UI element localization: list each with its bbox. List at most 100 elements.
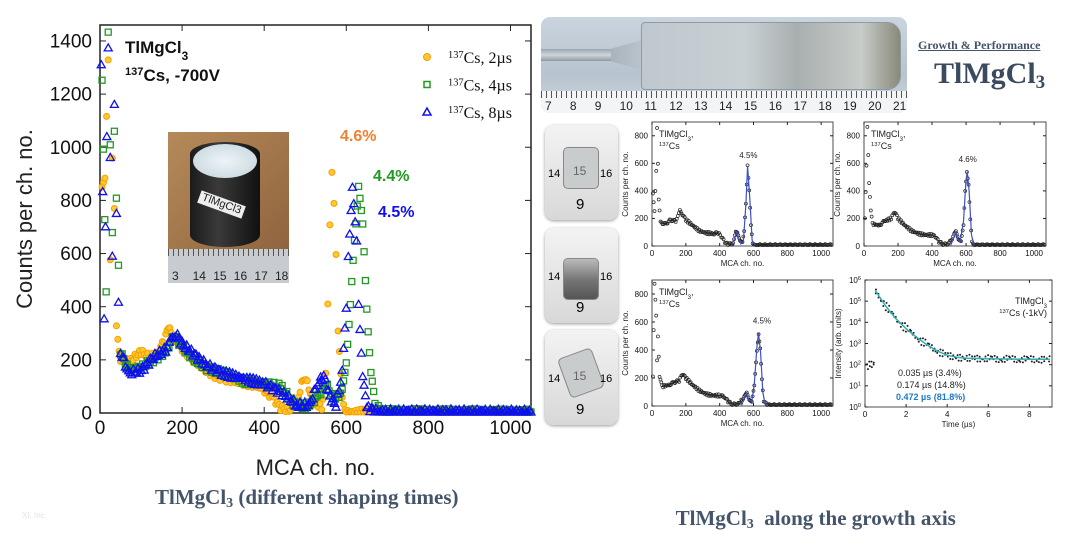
- data-point: [1023, 355, 1026, 358]
- data-point: [899, 325, 902, 328]
- data-point: [1015, 361, 1018, 364]
- data-point: [1019, 360, 1022, 363]
- ruler-number: 12: [669, 99, 683, 113]
- data-point: [1043, 360, 1046, 363]
- data-point: [949, 357, 952, 360]
- data-point: [654, 313, 659, 318]
- data-point: [726, 400, 730, 405]
- fit-line: [741, 333, 766, 406]
- x-axis-label: MCA ch. no.: [721, 419, 765, 428]
- x-tick-label: 1000: [812, 249, 830, 258]
- data-point-8us: [265, 379, 276, 389]
- data-point: [888, 304, 891, 307]
- data-point-8us: [208, 362, 219, 372]
- data-point: [927, 232, 931, 236]
- crystal-ruler-right: 16: [600, 271, 613, 283]
- x-axis-label: MCA ch. no.: [933, 259, 977, 268]
- data-point: [930, 344, 933, 347]
- data-point-8us: [107, 250, 118, 260]
- decay-component-label: 0.035 µs (3.4%): [898, 368, 962, 378]
- resolution-label: 4.5%: [378, 204, 414, 221]
- y-tick-label: 200: [60, 350, 92, 371]
- data-point: [738, 400, 743, 405]
- label-text: Cs: [881, 141, 892, 151]
- data-point: [872, 361, 875, 364]
- y-tick-label: 400: [847, 187, 861, 196]
- data-point: [906, 324, 909, 327]
- crystal-ruler-left: 14: [548, 373, 561, 385]
- x-tick-label: 200: [679, 409, 693, 418]
- data-point: [688, 221, 693, 225]
- data-point-8us: [348, 198, 359, 208]
- legend-entry: 137Cs, 8µs: [448, 105, 512, 123]
- data-point-4us: [98, 76, 106, 84]
- data-point: [966, 359, 969, 362]
- data-point: [938, 354, 941, 357]
- y-tick-label: 600: [635, 159, 649, 168]
- data-point-8us: [288, 394, 299, 404]
- data-point: [912, 331, 915, 334]
- data-point: [711, 231, 715, 236]
- data-point: [956, 354, 959, 357]
- annotation-material: TlMgCl3: [125, 38, 189, 63]
- data-point-8us: [160, 346, 171, 356]
- data-point: [978, 355, 981, 358]
- data-point-8us: [118, 352, 129, 362]
- label-text: Cs: [669, 141, 680, 151]
- caption-right-rest: along the growth axis: [753, 506, 956, 530]
- data-point: [870, 366, 873, 369]
- data-point: [656, 197, 661, 202]
- data-point: [660, 383, 664, 388]
- data-point-8us: [263, 380, 275, 390]
- x-tick-label: 600: [330, 418, 362, 439]
- x-tick-label: 200: [891, 249, 905, 258]
- data-point: [903, 322, 906, 325]
- data-point: [968, 353, 971, 356]
- resolution-label: 4.4%: [373, 168, 409, 185]
- data-point: [1035, 360, 1038, 363]
- y-tick-label: 1000: [50, 138, 92, 159]
- source-label: 137Cs: [871, 141, 892, 151]
- data-point-8us: [96, 59, 107, 69]
- data-point: [960, 359, 963, 362]
- x-tick-label: 0: [862, 249, 867, 258]
- data-point-8us: [285, 396, 296, 406]
- crystal-photo: 14 15 16 9: [545, 125, 618, 220]
- legend-text: Cs, 4µs: [464, 78, 512, 95]
- label-comma: ,: [691, 129, 694, 139]
- data-point: [650, 374, 655, 379]
- data-point-2us: [104, 56, 112, 64]
- label-sub: 3: [900, 136, 904, 143]
- data-point-4us: [370, 387, 378, 396]
- data-point-4us: [346, 300, 355, 309]
- data-point: [987, 354, 990, 357]
- x-tick-label: 200: [166, 418, 198, 439]
- y-tick-exponent: 2: [858, 360, 861, 366]
- chart-main: 0 200 400 600 800 1000 0 200 400 600 800 1000 1200 14…: [12, 24, 537, 480]
- data-point-8us: [343, 251, 354, 261]
- data-point-8us: [204, 358, 216, 368]
- data-point: [708, 230, 712, 235]
- legend-sup: 137: [448, 50, 464, 61]
- data-point-4us: [112, 194, 121, 202]
- y-tick-label: 100: [849, 403, 861, 412]
- ruler-number: 20: [868, 99, 882, 113]
- y-tick-label: 600: [60, 244, 92, 265]
- data-point: [1025, 355, 1028, 358]
- y-tick-label: 200: [635, 214, 649, 223]
- y-tick-label: 800: [847, 132, 861, 141]
- data-point: [864, 163, 869, 168]
- label-text: TlMgCl: [659, 129, 688, 139]
- plot-frame: [863, 121, 1047, 247]
- data-point: [1024, 359, 1027, 362]
- y-tick-label: 800: [635, 290, 649, 299]
- data-point: [863, 190, 868, 194]
- data-point: [653, 297, 658, 302]
- data-point: [928, 342, 931, 345]
- fit-line: [730, 166, 756, 246]
- legend-text: Cs, 8µs: [464, 105, 512, 122]
- data-point-8us: [101, 131, 112, 141]
- y-axis-label: Counts per ch. no.: [833, 151, 842, 216]
- data-point-4us: [99, 145, 108, 153]
